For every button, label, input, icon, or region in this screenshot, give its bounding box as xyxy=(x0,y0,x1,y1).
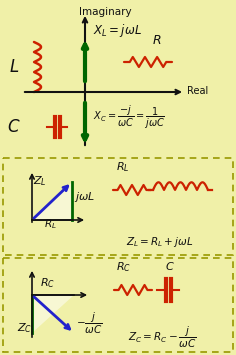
FancyBboxPatch shape xyxy=(3,258,233,352)
Text: Imaginary: Imaginary xyxy=(79,7,131,17)
Text: $R_L$: $R_L$ xyxy=(44,217,56,231)
Text: $Z_L$: $Z_L$ xyxy=(33,174,47,188)
Text: $Z_C$: $Z_C$ xyxy=(17,321,32,335)
Text: $X_L = j\omega L$: $X_L = j\omega L$ xyxy=(93,22,142,39)
Polygon shape xyxy=(32,182,72,220)
Text: $R$: $R$ xyxy=(152,34,161,47)
Text: $R_C$: $R_C$ xyxy=(116,260,131,274)
Text: $j\omega L$: $j\omega L$ xyxy=(74,190,95,204)
Text: Real: Real xyxy=(187,86,208,96)
FancyBboxPatch shape xyxy=(3,158,233,255)
Text: $Z_L = R_L + j\omega L$: $Z_L = R_L + j\omega L$ xyxy=(126,235,194,249)
Text: $C$: $C$ xyxy=(7,118,21,136)
Text: $C$: $C$ xyxy=(165,260,175,272)
Text: $-\dfrac{j}{\omega C}$: $-\dfrac{j}{\omega C}$ xyxy=(76,310,103,335)
Text: $R_L$: $R_L$ xyxy=(116,160,130,174)
Text: $Z_C = R_C - \dfrac{j}{\omega C}$: $Z_C = R_C - \dfrac{j}{\omega C}$ xyxy=(128,325,196,350)
Text: $X_C = \dfrac{-j}{\omega C} = \dfrac{1}{j\omega C}$: $X_C = \dfrac{-j}{\omega C} = \dfrac{1}{… xyxy=(93,104,165,131)
Text: $L$: $L$ xyxy=(9,58,19,76)
Polygon shape xyxy=(32,295,74,333)
Text: $R_C$: $R_C$ xyxy=(40,276,55,290)
